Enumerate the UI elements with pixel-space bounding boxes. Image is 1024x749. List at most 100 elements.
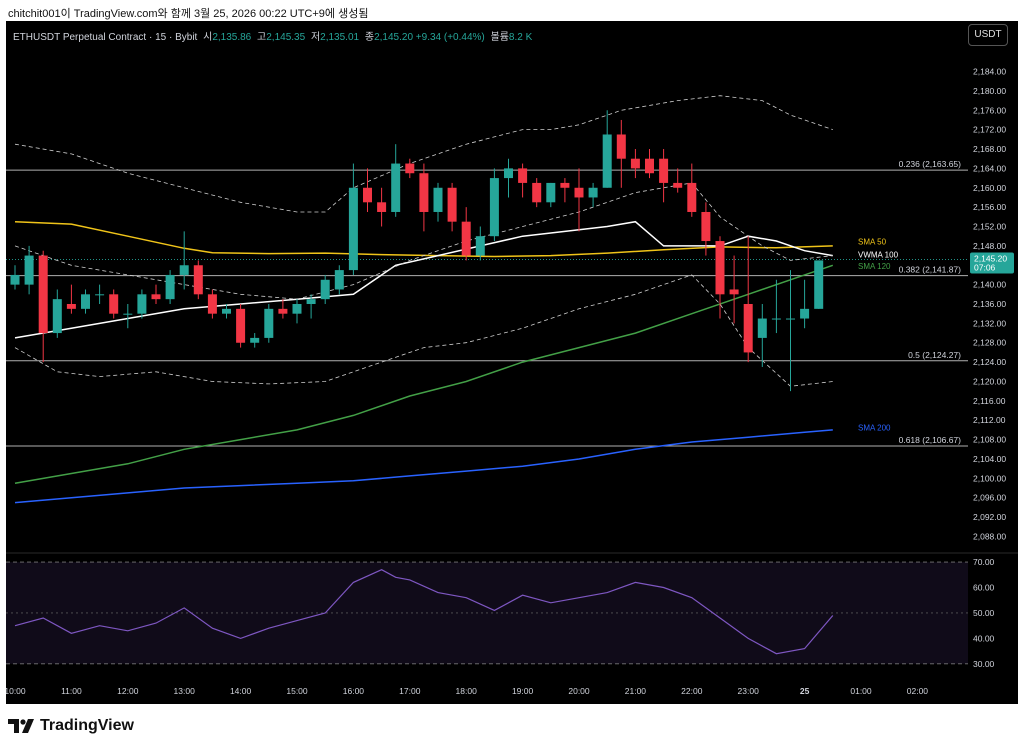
candle[interactable] [250,337,260,343]
candle[interactable] [602,134,612,188]
candle[interactable] [771,318,781,320]
candle[interactable] [306,299,316,304]
candle[interactable] [616,134,626,159]
candle[interactable] [433,187,443,212]
candle[interactable] [743,304,753,353]
candle[interactable] [814,260,824,309]
y-tick-label: 2,120.00 [973,376,1006,386]
x-tick-label: 10:00 [6,686,26,696]
symbol-name[interactable]: ETHUSDT Perpetual Contract · 15 · Bybit [13,32,198,43]
candle[interactable] [109,294,119,314]
rsi-y-tick-label: 50.00 [973,608,995,618]
y-tick-label: 2,116.00 [973,396,1006,406]
price-tag [970,252,1014,274]
y-tick-label: 2,184.00 [973,67,1006,77]
y-tick-label: 2,108.00 [973,435,1006,445]
candle[interactable] [701,211,711,242]
legend-row: ETHUSDT Perpetual Contract · 15 · Bybit … [13,28,532,43]
candle[interactable] [532,182,542,203]
currency-button[interactable]: USDT [968,24,1008,46]
candle[interactable] [659,158,669,183]
x-tick-label: 02:00 [907,686,929,696]
price-tag-value: 2,145.20 [974,253,1007,263]
y-tick-label: 2,164.00 [973,163,1006,173]
candle[interactable] [348,187,358,271]
candle[interactable] [10,274,20,285]
candle[interactable] [377,202,387,212]
candle[interactable] [95,294,105,296]
y-tick-label: 2,124.00 [973,357,1006,367]
candle[interactable] [66,304,76,309]
x-tick-label: 21:00 [625,686,647,696]
x-tick-label: 20:00 [568,686,590,696]
y-tick-label: 2,136.00 [973,299,1006,309]
y-tick-label: 2,104.00 [973,454,1006,464]
candle[interactable] [264,308,274,338]
y-tick-label: 2,092.00 [973,512,1006,522]
candle[interactable] [461,221,471,256]
candle[interactable] [222,308,231,314]
candle[interactable] [405,163,415,174]
chart-caption: chitchit001이 TradingView.com와 함께 3월 25, … [8,8,369,20]
candle[interactable] [560,182,570,188]
y-tick-label: 2,128.00 [973,338,1006,348]
candle[interactable] [320,279,330,300]
candle[interactable] [489,178,499,237]
candle[interactable] [363,187,372,203]
candle[interactable] [207,294,217,314]
candle[interactable] [687,182,697,212]
upper-band-line [14,95,833,213]
candle[interactable] [193,265,203,295]
candle[interactable] [52,299,62,334]
candle[interactable] [673,182,683,188]
candle[interactable] [757,318,767,338]
x-tick-label: 22:00 [681,686,703,696]
candle[interactable] [24,255,34,285]
candle[interactable] [588,187,598,198]
candle[interactable] [630,158,640,169]
y-tick-label: 2,100.00 [973,473,1006,483]
indicator-label: SMA 120 [858,262,891,271]
candle[interactable] [38,255,48,334]
candle[interactable] [504,168,513,179]
candle[interactable] [137,294,147,314]
volume-label: 볼륨 [490,32,509,43]
candle[interactable] [518,168,528,183]
candle[interactable] [278,308,288,314]
y-tick-label: 2,096.00 [973,493,1006,503]
candle[interactable] [165,274,175,300]
candle[interactable] [786,318,795,320]
fib-label: 0.618 (2,106.67) [899,435,962,445]
candle[interactable] [475,236,485,256]
candle[interactable] [645,158,654,174]
tradingview-logo-icon [8,719,34,733]
candle[interactable] [179,265,189,275]
high-value: 2,145.35 [266,32,306,43]
y-tick-label: 2,152.00 [973,222,1006,232]
candle[interactable] [574,187,584,198]
indicator-label: SMA 200 [858,424,891,433]
chart-canvas[interactable]: 2,184.00 2,180.00 2,176.00 2,172.00 2,168.00… [6,21,1018,704]
candle[interactable] [800,308,810,319]
candle[interactable] [447,187,457,222]
candle[interactable] [391,163,401,212]
x-tick-label: 19:00 [512,686,534,696]
candle[interactable] [123,313,133,315]
candle[interactable] [546,182,556,203]
candle[interactable] [419,173,429,212]
candle[interactable] [292,304,302,314]
candle[interactable] [729,289,739,295]
candle[interactable] [236,308,246,343]
y-tick-label: 2,180.00 [973,86,1006,96]
candle[interactable] [151,294,161,300]
rsi-y-tick-label: 40.00 [973,633,995,643]
chart-frame[interactable]: 2,184.00 2,180.00 2,176.00 2,172.00 2,168.00… [6,21,1018,704]
rsi-y-tick-label: 60.00 [973,583,995,593]
candle[interactable] [81,294,90,309]
x-tick-label: 11:00 [61,686,82,696]
candle[interactable] [715,241,725,295]
fib-label: 0.236 (2,163.65) [899,159,962,169]
sma-200-line [14,429,833,504]
candle[interactable] [334,270,344,290]
tradingview-logo[interactable]: TradingView [8,715,134,737]
